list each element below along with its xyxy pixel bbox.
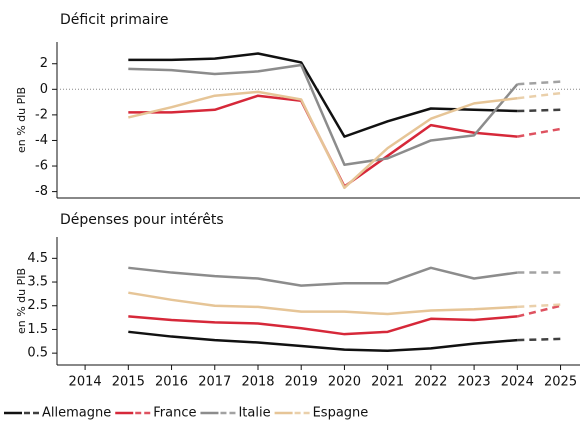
- y-tick-label: 3.5: [27, 275, 48, 290]
- y-tick-label: 1.5: [27, 322, 48, 337]
- y-tick-label: 0.5: [27, 346, 48, 361]
- x-tick-label: 2021: [371, 375, 404, 390]
- chart-title: Dépenses pour intérêts: [60, 212, 224, 228]
- projection-line: [517, 127, 561, 138]
- x-tick-label: 2022: [414, 375, 447, 390]
- y-axis-label: en % du PIB: [15, 87, 28, 153]
- y-tick-label: 2: [40, 56, 48, 71]
- x-tick-label: 2014: [69, 375, 102, 390]
- x-tick-label: 2016: [155, 375, 188, 390]
- x-tick-label: 2020: [328, 375, 361, 390]
- projection-line: [517, 303, 561, 309]
- y-tick-label: -6: [35, 159, 48, 174]
- x-tick-label: 2018: [241, 375, 274, 390]
- legend-label: Espagne: [313, 406, 369, 421]
- y-tick-label: -2: [35, 107, 48, 122]
- line: [128, 266, 518, 287]
- projection-line: [517, 80, 561, 86]
- y-tick-label: -4: [35, 133, 48, 148]
- y-tick-label: -8: [35, 184, 48, 199]
- x-tick-label: 2017: [198, 375, 231, 390]
- y-tick-label: 4.5: [27, 251, 48, 266]
- line: [128, 315, 518, 336]
- legend-label: Italie: [238, 406, 270, 421]
- y-tick-label: 0: [40, 82, 48, 97]
- x-tick-label: 2023: [458, 375, 491, 390]
- x-tick-label: 2019: [285, 375, 318, 390]
- legend-label: Allemagne: [42, 406, 111, 421]
- x-tick-label: 2024: [501, 375, 534, 390]
- line: [128, 52, 518, 138]
- x-tick-label: 2015: [112, 375, 145, 390]
- chart-title: Déficit primaire: [60, 12, 168, 28]
- legend-label: France: [153, 406, 196, 421]
- projection-line: [517, 337, 561, 342]
- line: [128, 330, 518, 353]
- y-tick-label: 2.5: [27, 298, 48, 313]
- x-tick-label: 2025: [544, 375, 577, 390]
- projection-line: [517, 108, 561, 113]
- projection-line: [517, 91, 561, 100]
- line: [128, 291, 518, 316]
- y-axis-label: en % du PIB: [15, 268, 28, 334]
- line: [128, 90, 518, 190]
- line: [128, 63, 519, 167]
- projection-line: [517, 304, 561, 318]
